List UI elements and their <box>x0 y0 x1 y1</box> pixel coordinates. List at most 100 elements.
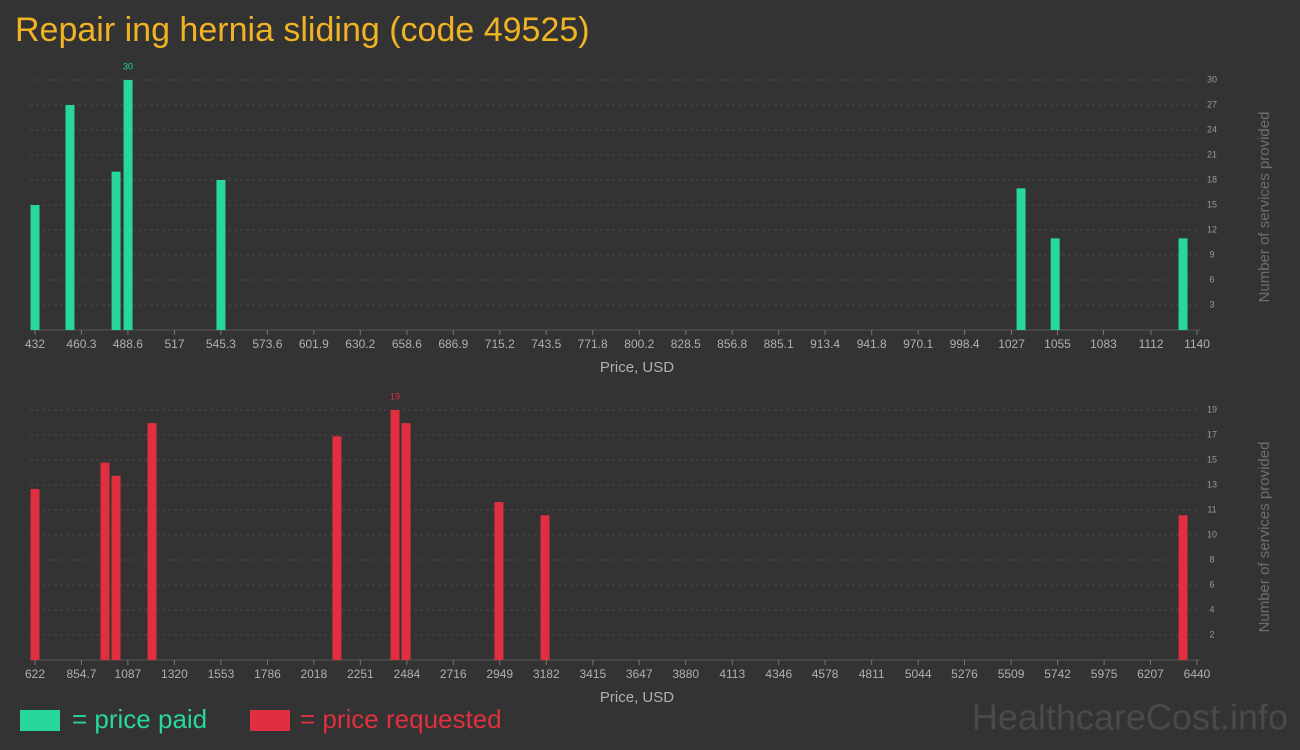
x-tick-label: 2716 <box>440 667 467 681</box>
y-tick-label: 13 <box>1207 479 1217 489</box>
x-tick-label: 630.2 <box>345 337 375 351</box>
bar <box>390 410 400 660</box>
x-tick-label: 828.5 <box>671 337 701 351</box>
x-tick-label: 1320 <box>161 667 188 681</box>
x-tick-label: 6207 <box>1137 667 1164 681</box>
bar <box>494 502 504 660</box>
x-tick-label: 715.2 <box>485 337 515 351</box>
bar <box>100 462 110 660</box>
bar <box>65 105 75 330</box>
x-tick-label: 5742 <box>1044 667 1071 681</box>
x-tick-label: 941.8 <box>857 337 887 351</box>
x-tick-label: 998.4 <box>950 337 980 351</box>
x-tick-label: 1553 <box>208 667 235 681</box>
x-tick-label: 4578 <box>812 667 839 681</box>
x-tick-label: 1112 <box>1139 337 1164 351</box>
x-tick-label: 2018 <box>300 667 327 681</box>
y-tick-label: 6 <box>1209 274 1214 284</box>
value-label: 19 <box>390 391 400 401</box>
x-tick-label: 2484 <box>394 667 421 681</box>
x-tick-label: 743.5 <box>531 337 561 351</box>
y-tick-label: 15 <box>1207 454 1217 464</box>
y-tick-label: 15 <box>1207 199 1217 209</box>
x-tick-label: 658.6 <box>392 337 422 351</box>
y-tick-label: 30 <box>1207 74 1217 84</box>
x-tick-label: 1140 <box>1184 337 1210 351</box>
y-tick-label: 6 <box>1209 579 1214 589</box>
x-tick-label: 771.8 <box>578 337 608 351</box>
y-tick-label: 24 <box>1207 124 1217 134</box>
y-tick-label: 10 <box>1207 529 1217 539</box>
bar <box>1178 515 1188 660</box>
x-tick-label: 3415 <box>579 667 606 681</box>
bar <box>123 80 133 330</box>
x-tick-label: 800.2 <box>624 337 654 351</box>
y-tick-label: 21 <box>1207 149 1217 159</box>
bar <box>540 515 550 660</box>
x-tick-label: 1087 <box>115 667 142 681</box>
x-tick-label: 517 <box>164 337 184 351</box>
y-tick-label: 8 <box>1209 554 1214 564</box>
x-tick-label: 856.8 <box>717 337 747 351</box>
bar <box>1016 188 1026 330</box>
y-tick-label: 9 <box>1209 249 1214 259</box>
legend-label: = price requested <box>300 704 502 734</box>
watermark: HealthcareCost.info <box>972 697 1288 738</box>
legend-swatch <box>20 710 60 731</box>
x-tick-label: 913.4 <box>810 337 840 351</box>
y-tick-label: 2 <box>1209 629 1214 639</box>
x-tick-label: 5975 <box>1091 667 1118 681</box>
x-tick-label: 601.9 <box>299 337 329 351</box>
bar <box>1178 238 1188 330</box>
legend-label: = price paid <box>72 704 207 734</box>
y-axis-label: Number of services provided <box>1256 442 1273 633</box>
x-tick-label: 5044 <box>905 667 932 681</box>
y-tick-label: 19 <box>1207 404 1217 414</box>
x-tick-label: 686.9 <box>438 337 468 351</box>
x-tick-label: 6440 <box>1184 667 1211 681</box>
x-tick-label: 1083 <box>1090 337 1117 351</box>
y-tick-label: 12 <box>1207 224 1217 234</box>
x-axis-label: Price, USD <box>600 689 674 706</box>
x-tick-label: 1786 <box>254 667 281 681</box>
x-tick-label: 4811 <box>859 667 885 681</box>
bar <box>147 423 157 660</box>
y-tick-label: 17 <box>1207 429 1217 439</box>
x-tick-label: 432 <box>25 337 45 351</box>
x-tick-label: 3880 <box>672 667 699 681</box>
x-tick-label: 5509 <box>998 667 1025 681</box>
x-tick-label: 3182 <box>533 667 560 681</box>
legend-swatch <box>250 710 290 731</box>
x-tick-label: 5276 <box>951 667 978 681</box>
x-tick-label: 573.6 <box>252 337 282 351</box>
x-tick-label: 3647 <box>626 667 653 681</box>
y-tick-label: 27 <box>1207 99 1217 109</box>
x-tick-label: 854.7 <box>66 667 96 681</box>
bar <box>30 205 40 330</box>
y-axis-label: Number of services provided <box>1256 112 1273 303</box>
y-tick-label: 18 <box>1207 174 1217 184</box>
x-tick-label: 545.3 <box>206 337 236 351</box>
x-tick-label: 488.6 <box>113 337 143 351</box>
x-tick-label: 970.1 <box>903 337 933 351</box>
x-tick-label: 1055 <box>1044 337 1071 351</box>
y-tick-label: 3 <box>1209 299 1214 309</box>
x-tick-label: 4113 <box>719 667 745 681</box>
bar <box>30 488 40 660</box>
x-tick-label: 460.3 <box>66 337 96 351</box>
bar <box>401 423 411 660</box>
bar <box>111 171 121 330</box>
chart-title: Repair ing hernia sliding (code 49525) <box>15 11 590 49</box>
x-tick-label: 1027 <box>998 337 1025 351</box>
x-tick-label: 622 <box>25 667 45 681</box>
y-tick-label: 11 <box>1207 504 1216 514</box>
x-axis-label: Price, USD <box>600 359 674 376</box>
x-tick-label: 2251 <box>347 667 374 681</box>
bar <box>332 436 342 660</box>
bar <box>216 180 226 330</box>
value-label: 30 <box>123 61 133 71</box>
y-tick-label: 4 <box>1209 604 1214 614</box>
